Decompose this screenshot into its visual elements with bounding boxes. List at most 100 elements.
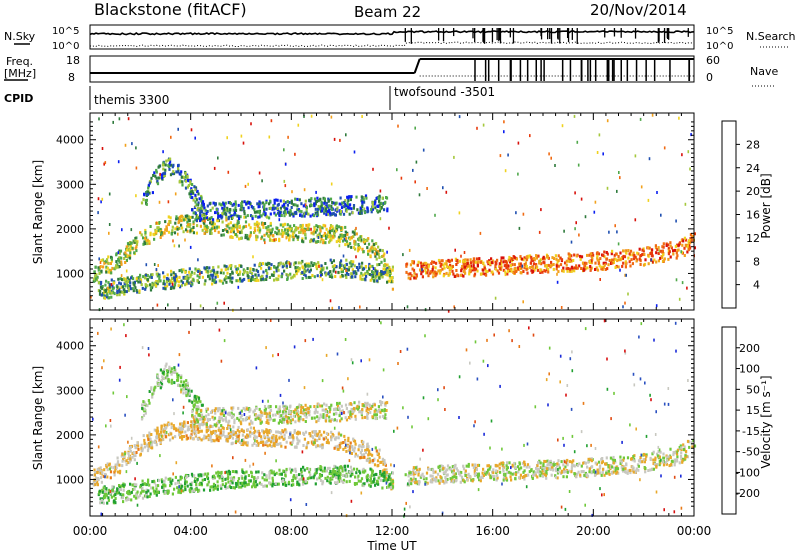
data-cell: [280, 431, 283, 435]
data-cell: [641, 248, 644, 252]
data-cell: [173, 244, 176, 248]
data-cell: [528, 254, 532, 258]
data-cell: [338, 414, 341, 418]
data-cell: [373, 267, 377, 271]
data-cell: [173, 231, 177, 235]
data-cell: [268, 473, 271, 477]
data-cell: [228, 210, 231, 214]
data-cell: [232, 216, 234, 220]
data-cell: [385, 196, 389, 200]
data-cell: [325, 414, 329, 417]
data-cell: [182, 275, 185, 279]
data-cell: [227, 432, 230, 436]
data-cell: [268, 216, 271, 220]
data-cell: [540, 208, 542, 212]
data-cell: [263, 210, 266, 214]
data-cell: [391, 486, 394, 490]
data-cell: [180, 380, 183, 384]
data-cell: [354, 275, 357, 279]
data-cell: [242, 272, 245, 276]
data-cell: [371, 415, 374, 419]
data-cell: [331, 265, 334, 269]
data-cell: [307, 212, 310, 216]
data-cell: [249, 270, 252, 274]
data-cell: [237, 477, 240, 481]
data-cell: [307, 441, 310, 445]
data-cell: [308, 413, 311, 417]
data-cell: [220, 233, 223, 237]
data-cell: [348, 206, 351, 210]
data-cell: [214, 211, 217, 215]
data-cell: [633, 254, 636, 257]
data-cell: [382, 272, 385, 275]
data-cell: [588, 253, 591, 257]
data-cell: [327, 235, 330, 239]
data-cell: [294, 228, 297, 232]
data-cell: [667, 243, 670, 247]
data-cell: [580, 255, 584, 259]
data-cell: [429, 270, 432, 274]
data-cell: [139, 231, 142, 235]
data-cell: [611, 261, 614, 265]
data-cell: [602, 261, 605, 265]
data-cell: [253, 437, 256, 441]
data-cell: [603, 263, 606, 267]
data-cell: [327, 272, 330, 276]
data-cell: [172, 271, 175, 275]
data-cell: [624, 260, 627, 264]
data-cell: [331, 275, 334, 279]
data-cell: [373, 463, 377, 467]
data-cell: [188, 267, 191, 271]
data-cell: [159, 172, 161, 176]
data-cell: [612, 259, 615, 263]
data-cell: [261, 277, 264, 281]
data-cell: [369, 452, 372, 456]
data-cell: [662, 259, 665, 263]
data-cell: [199, 207, 202, 210]
data-cell: [316, 477, 319, 481]
data-cell: [237, 406, 240, 410]
data-cell: [119, 290, 122, 294]
data-cell: [195, 400, 198, 404]
data-cell: [100, 200, 102, 204]
data-cell: [319, 413, 322, 417]
data-cell: [623, 255, 627, 259]
data-cell: [624, 249, 627, 253]
data-cell: [301, 474, 304, 478]
data-cell: [349, 412, 352, 416]
data-cell: [188, 225, 191, 229]
data-cell: [525, 267, 528, 271]
data-cell: [378, 203, 381, 207]
data-cell: [299, 213, 302, 217]
data-cell: [166, 284, 169, 288]
data-cell: [120, 274, 123, 278]
data-cell: [146, 278, 149, 282]
data-cell: [131, 455, 134, 459]
data-cell: [562, 269, 565, 273]
data-cell: [204, 219, 206, 223]
data-cell: [346, 195, 349, 199]
data-cell: [240, 134, 243, 138]
data-cell: [689, 167, 691, 171]
data-cell: [642, 263, 646, 267]
data-cell: [144, 287, 147, 291]
data-cell: [175, 170, 178, 174]
data-cell: [155, 170, 158, 174]
data-cell: [199, 224, 202, 228]
data-cell: [240, 202, 243, 206]
data-cell: [261, 179, 263, 183]
data-cell: [193, 425, 196, 429]
data-cell: [369, 254, 372, 258]
data-cell: [193, 399, 196, 403]
data-cell: [276, 430, 280, 434]
data-cell: [206, 269, 209, 273]
data-cell: [109, 291, 112, 295]
data-cell: [185, 385, 189, 389]
data-cell: [466, 264, 470, 268]
data-cell: [205, 425, 208, 429]
data-cell: [365, 409, 368, 413]
data-cell: [194, 415, 197, 419]
data-cell: [131, 488, 135, 491]
data-cell: [339, 196, 342, 200]
data-cell: [502, 268, 505, 272]
